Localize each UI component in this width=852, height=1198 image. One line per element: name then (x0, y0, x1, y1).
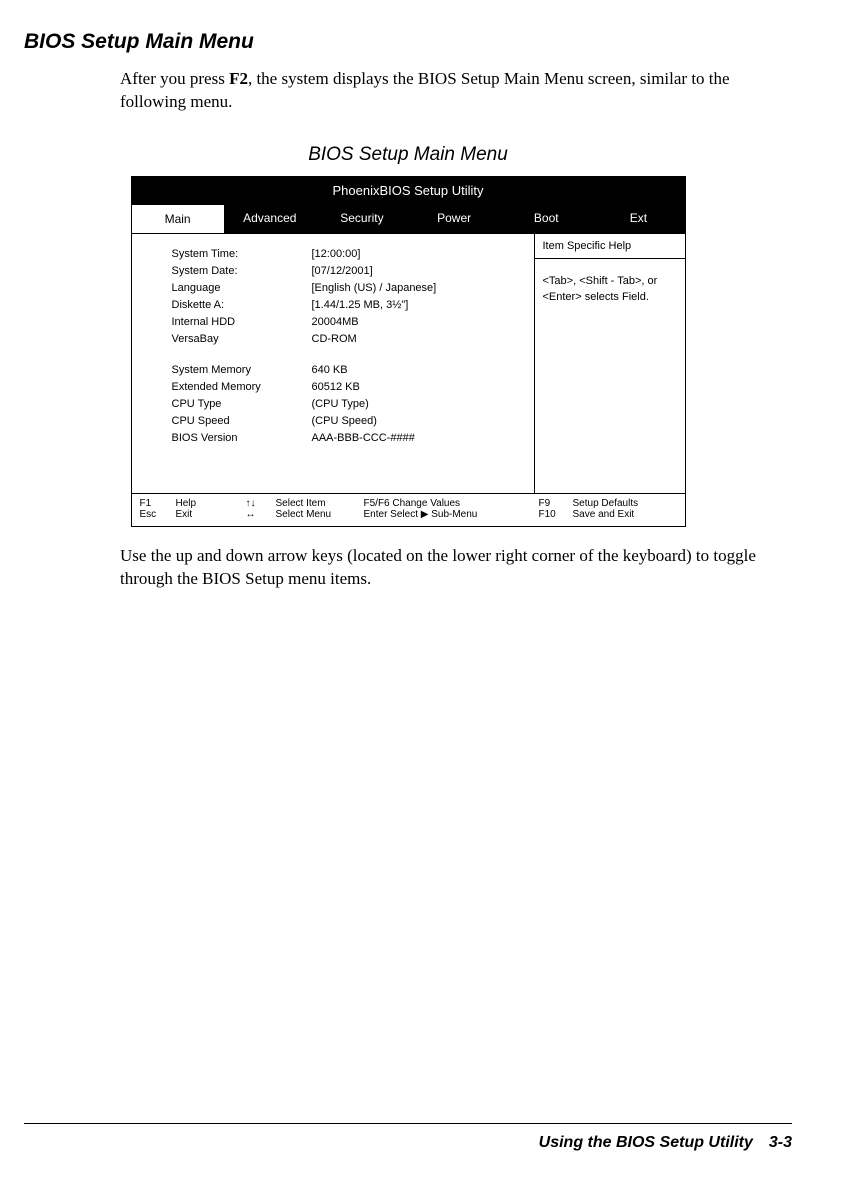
intro-key: F2 (229, 69, 248, 88)
footer-label: Setup Defaults (573, 498, 677, 509)
bios-screenshot: PhoenixBIOS Setup Utility Main Advanced … (131, 176, 686, 527)
outro-paragraph: Use the up and down arrow keys (located … (120, 545, 792, 591)
bios-label: System Memory (172, 362, 312, 379)
footer-keys-3: F9 F10 (539, 498, 573, 520)
bios-label: Extended Memory (172, 379, 312, 396)
footer-labels-4: Setup Defaults Save and Exit (573, 498, 677, 520)
footer-keys-1: F1 Esc (140, 498, 176, 520)
bios-value: [English (US) / Japanese] (312, 280, 524, 297)
bios-value: CD-ROM (312, 331, 524, 348)
bios-label: BIOS Version (172, 430, 312, 447)
footer-book-title: Using the BIOS Setup Utility (539, 1134, 753, 1151)
footer-label: F5/F6 Change Values (364, 498, 539, 509)
bios-label: Internal HDD (172, 314, 312, 331)
footer-label: Save and Exit (573, 509, 677, 520)
footer-keys-2: ↑↓ ↔ (246, 498, 276, 520)
bios-help-panel: Item Specific Help <Tab>, <Shift - Tab>,… (535, 234, 685, 493)
bios-value: 60512 KB (312, 379, 524, 396)
bios-tab-main[interactable]: Main (132, 204, 224, 233)
bios-label: CPU Speed (172, 413, 312, 430)
bios-footer: F1 Esc Help Exit ↑↓ ↔ Select Item Select… (132, 493, 685, 526)
bios-tab-security[interactable]: Security (316, 204, 408, 233)
bios-row-versabay[interactable]: VersaBayCD-ROM (172, 331, 524, 348)
footer-labels-1: Help Exit (176, 498, 246, 520)
bios-row-cpu-speed: CPU Speed(CPU Speed) (172, 413, 524, 430)
bios-row-diskette-a[interactable]: Diskette A:[1.44/1.25 MB, 3½"] (172, 297, 524, 314)
bios-body: System Time:[12:00:00] System Date:[07/1… (132, 233, 685, 493)
bios-value: AAA-BBB-CCC-#### (312, 430, 524, 447)
intro-paragraph: After you press F2, the system displays … (120, 68, 792, 114)
footer-label: Exit (176, 509, 246, 520)
section-heading: BIOS Setup Main Menu (24, 30, 792, 54)
footer-key: ↔ (246, 509, 276, 520)
bios-tab-row: Main Advanced Security Power Boot Ext (132, 204, 685, 233)
intro-pre: After you press (120, 69, 229, 88)
page-footer: Using the BIOS Setup Utility 3-3 (24, 1123, 792, 1152)
bios-value: (CPU Speed) (312, 413, 524, 430)
bios-value: 20004MB (312, 314, 524, 331)
footer-key: Esc (140, 509, 176, 520)
footer-label: Select Menu (276, 509, 364, 520)
bios-label: CPU Type (172, 396, 312, 413)
footer-key: ↑↓ (246, 498, 276, 509)
footer-key: F9 (539, 498, 573, 509)
bios-title-bar: PhoenixBIOS Setup Utility (132, 177, 685, 204)
footer-key: F10 (539, 509, 573, 520)
bios-tab-advanced[interactable]: Advanced (224, 204, 316, 233)
bios-row-system-date[interactable]: System Date:[07/12/2001] (172, 263, 524, 280)
bios-tab-power[interactable]: Power (408, 204, 500, 233)
footer-label: Select Item (276, 498, 364, 509)
bios-help-body: <Tab>, <Shift - Tab>, or <Enter> selects… (535, 259, 685, 320)
footer-labels-3: F5/F6 Change Values Enter Select ▶ Sub-M… (364, 498, 539, 520)
bios-value: (CPU Type) (312, 396, 524, 413)
footer-label: Help (176, 498, 246, 509)
bios-label: VersaBay (172, 331, 312, 348)
bios-settings-panel: System Time:[12:00:00] System Date:[07/1… (132, 234, 535, 493)
bios-tab-ext[interactable]: Ext (592, 204, 684, 233)
bios-label: System Date: (172, 263, 312, 280)
bios-value: [1.44/1.25 MB, 3½"] (312, 297, 524, 314)
bios-row-bios-version: BIOS VersionAAA-BBB-CCC-#### (172, 430, 524, 447)
bios-row-cpu-type: CPU Type(CPU Type) (172, 396, 524, 413)
bios-label: Diskette A: (172, 297, 312, 314)
bios-row-system-time[interactable]: System Time:[12:00:00] (172, 246, 524, 263)
footer-page-number: 3-3 (769, 1134, 792, 1151)
bios-label: Language (172, 280, 312, 297)
footer-key: F1 (140, 498, 176, 509)
bios-tab-boot[interactable]: Boot (500, 204, 592, 233)
bios-value: 640 KB (312, 362, 524, 379)
bios-help-header: Item Specific Help (535, 234, 685, 259)
bios-row-system-memory: System Memory640 KB (172, 362, 524, 379)
bios-row-internal-hdd[interactable]: Internal HDD20004MB (172, 314, 524, 331)
footer-labels-2: Select Item Select Menu (276, 498, 364, 520)
bios-row-language[interactable]: Language[English (US) / Japanese] (172, 280, 524, 297)
bios-label: System Time: (172, 246, 312, 263)
footer-label: Enter Select ▶ Sub-Menu (364, 509, 539, 520)
bios-row-extended-memory: Extended Memory60512 KB (172, 379, 524, 396)
bios-value: [12:00:00] (312, 246, 524, 263)
figure-caption: BIOS Setup Main Menu (24, 144, 792, 166)
bios-value: [07/12/2001] (312, 263, 524, 280)
